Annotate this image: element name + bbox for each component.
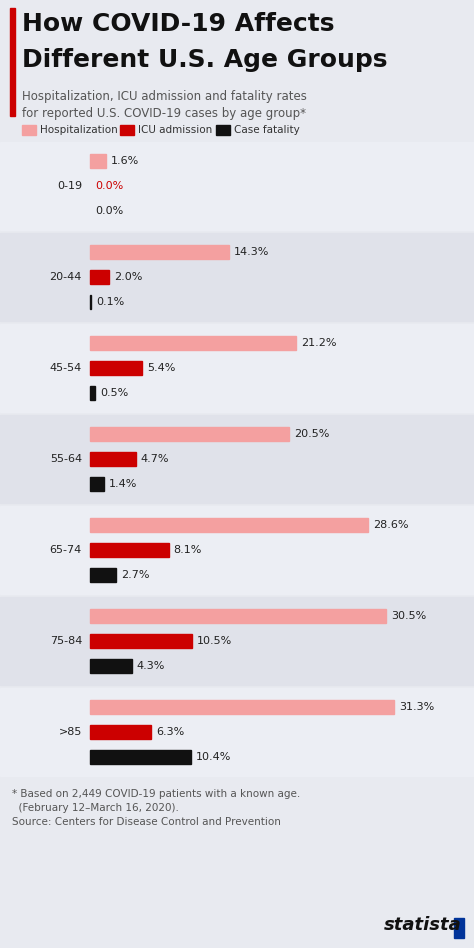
Bar [90,246,229,260]
Text: 10.5%: 10.5% [197,636,232,646]
Text: 6.3%: 6.3% [156,727,184,737]
Bar [90,477,104,491]
Bar [90,634,192,648]
Text: Hospitalization: Hospitalization [40,125,118,135]
Bar [90,155,106,169]
Text: 0-19: 0-19 [57,181,82,191]
Bar [0,597,474,685]
Bar [22,125,36,135]
Text: 4.3%: 4.3% [137,661,165,670]
Bar [90,295,91,309]
Text: 31.3%: 31.3% [399,702,434,712]
Bar [90,361,143,375]
Text: 0.0%: 0.0% [95,206,123,215]
Bar [0,506,474,594]
Text: 0.0%: 0.0% [95,181,123,191]
Text: 0.5%: 0.5% [100,388,128,397]
Bar [90,386,95,400]
Text: 28.6%: 28.6% [373,520,408,530]
Text: 20-44: 20-44 [50,272,82,282]
Bar [0,415,474,503]
Bar [10,8,15,116]
Text: Different U.S. Age Groups: Different U.S. Age Groups [22,48,388,72]
Bar [90,725,151,739]
Bar [90,452,136,466]
Text: ICU admission: ICU admission [138,125,212,135]
Text: 4.7%: 4.7% [141,454,169,464]
Bar [90,659,132,673]
Bar [0,142,474,230]
Text: 55-64: 55-64 [50,454,82,464]
Text: 20.5%: 20.5% [294,429,329,439]
Text: 30.5%: 30.5% [391,611,427,621]
Text: >85: >85 [59,727,82,737]
Bar [90,270,109,284]
Text: statista: statista [384,916,462,934]
Text: 0.1%: 0.1% [96,297,124,306]
Text: 45-54: 45-54 [50,363,82,373]
Text: 2.7%: 2.7% [121,570,150,579]
Text: 2.0%: 2.0% [114,272,143,282]
Text: 14.3%: 14.3% [234,247,269,257]
Bar [0,688,474,776]
Text: 75-84: 75-84 [50,636,82,646]
Text: Hospitalization, ICU admission and fatality rates
for reported U.S. COVID-19 cas: Hospitalization, ICU admission and fatal… [22,90,307,120]
Bar [90,701,394,715]
Bar [90,568,116,582]
Text: How COVID-19 Affects: How COVID-19 Affects [22,12,335,36]
Bar [120,125,134,135]
Bar [90,519,368,533]
Text: * Based on 2,449 COVID-19 patients with a known age.
  (February 12–March 16, 20: * Based on 2,449 COVID-19 patients with … [12,789,300,827]
Bar [90,337,296,351]
Bar [90,543,169,557]
Text: 1.4%: 1.4% [109,479,137,488]
Text: 1.6%: 1.6% [110,156,139,166]
Text: 5.4%: 5.4% [147,363,176,373]
Bar [0,324,474,412]
Bar [90,750,191,764]
Text: 21.2%: 21.2% [301,338,337,348]
Text: Case fatality: Case fatality [234,125,300,135]
Bar [0,233,474,321]
Bar [90,610,386,624]
Text: 10.4%: 10.4% [196,752,231,761]
Bar [454,918,464,938]
Text: 8.1%: 8.1% [173,545,202,555]
Bar [216,125,230,135]
Bar [90,428,289,442]
Text: 65-74: 65-74 [50,545,82,555]
